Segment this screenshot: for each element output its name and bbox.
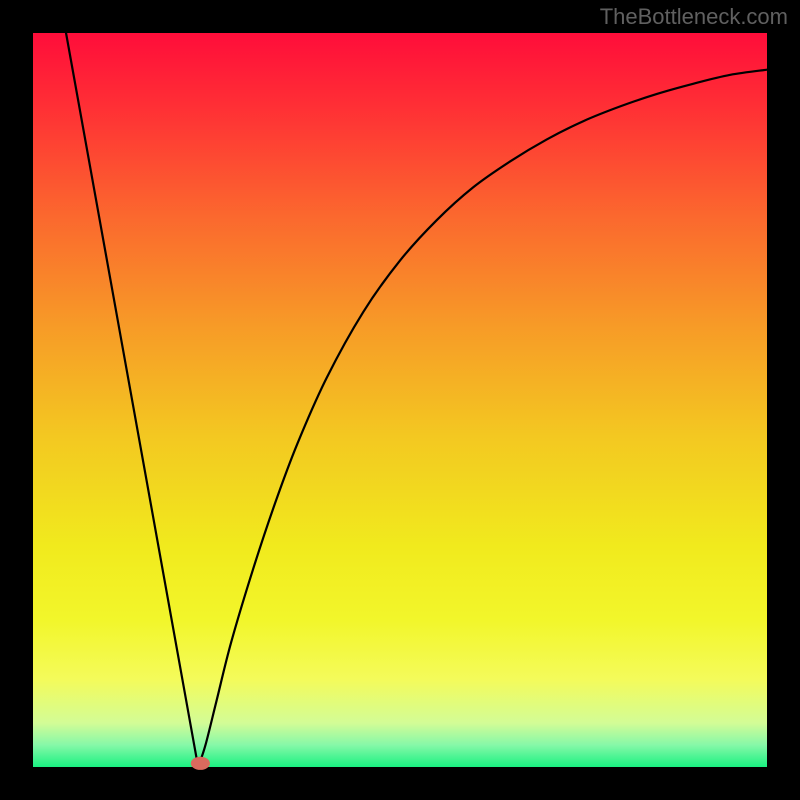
chart-container: TheBottleneck.com [0,0,800,800]
watermark-text: TheBottleneck.com [600,4,788,30]
optimal-marker [191,757,210,770]
plot-background [33,33,767,767]
bottleneck-chart [0,0,800,800]
